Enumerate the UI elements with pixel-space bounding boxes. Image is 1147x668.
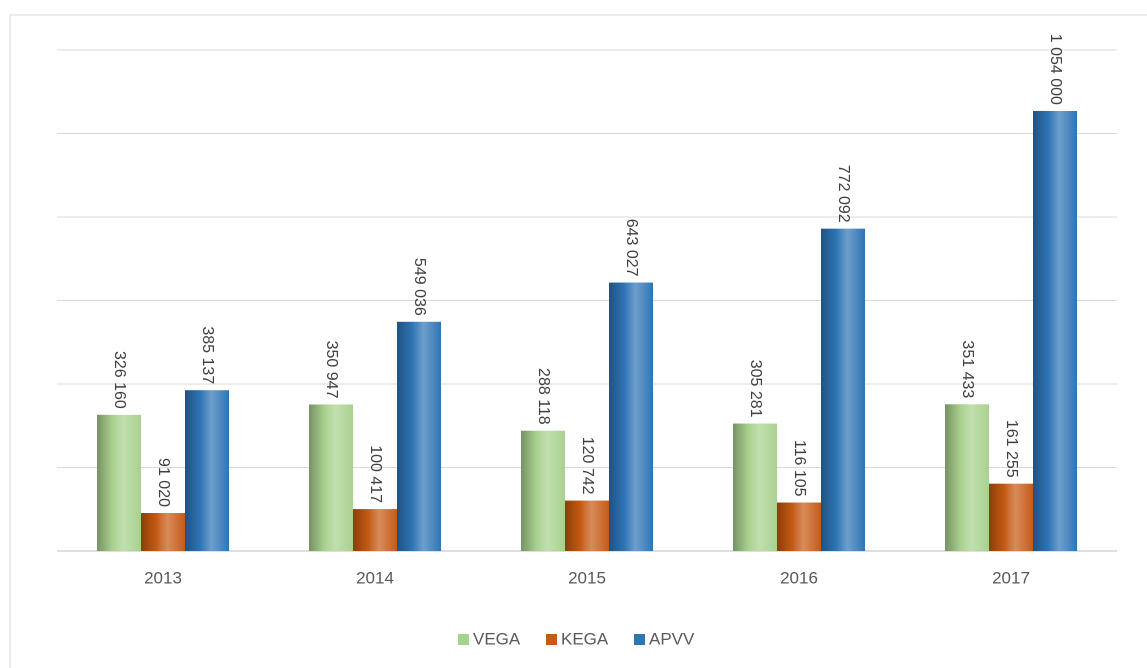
value-label: 161 255 xyxy=(1003,420,1020,478)
value-label: 350 947 xyxy=(323,341,340,399)
legend-swatch xyxy=(458,634,469,645)
bar xyxy=(733,423,777,551)
value-label: 643 027 xyxy=(623,219,640,277)
bar xyxy=(397,321,441,551)
value-label: 100 417 xyxy=(367,445,384,503)
legend-swatch xyxy=(634,634,645,645)
x-tick-label: 2016 xyxy=(780,568,818,587)
legend-label: KEGA xyxy=(561,629,609,648)
bar xyxy=(989,483,1033,551)
x-tick-label: 2015 xyxy=(568,568,606,587)
value-label: 1 054 000 xyxy=(1047,34,1064,105)
bar xyxy=(97,414,141,551)
bar xyxy=(309,404,353,551)
value-label: 288 118 xyxy=(535,368,552,425)
bar xyxy=(1033,110,1077,551)
bar xyxy=(185,390,229,551)
x-tick-label: 2014 xyxy=(356,568,394,587)
bar xyxy=(777,502,821,551)
legend-label: APVV xyxy=(649,629,695,648)
bar xyxy=(353,509,397,551)
value-label: 772 092 xyxy=(835,165,852,223)
chart-frame xyxy=(9,14,1147,668)
value-label: 91 020 xyxy=(155,458,172,507)
bar xyxy=(521,430,565,551)
bar xyxy=(821,228,865,551)
bar xyxy=(141,512,185,551)
value-label: 326 160 xyxy=(111,351,128,409)
legend-swatch xyxy=(546,634,557,645)
value-label: 116 105 xyxy=(791,440,808,497)
value-label: 549 036 xyxy=(411,258,428,316)
value-label: 351 433 xyxy=(959,340,976,398)
legend-label: VEGA xyxy=(473,629,521,648)
value-label: 120 742 xyxy=(579,437,596,495)
bar xyxy=(609,282,653,551)
value-label: 385 137 xyxy=(199,326,216,384)
x-tick-label: 2013 xyxy=(144,568,182,587)
x-tick-label: 2017 xyxy=(992,568,1030,587)
bar xyxy=(945,404,989,551)
bar xyxy=(565,500,609,551)
value-label: 305 281 xyxy=(747,360,764,418)
